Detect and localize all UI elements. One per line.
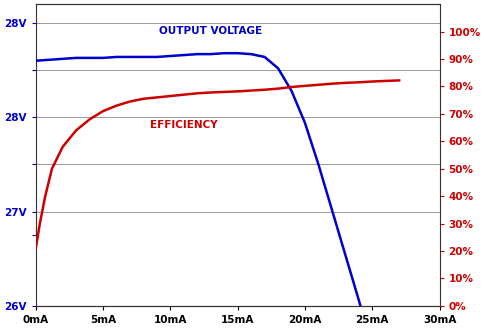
Text: OUTPUT VOLTAGE: OUTPUT VOLTAGE [159,26,262,36]
Text: EFFICIENCY: EFFICIENCY [150,120,217,130]
